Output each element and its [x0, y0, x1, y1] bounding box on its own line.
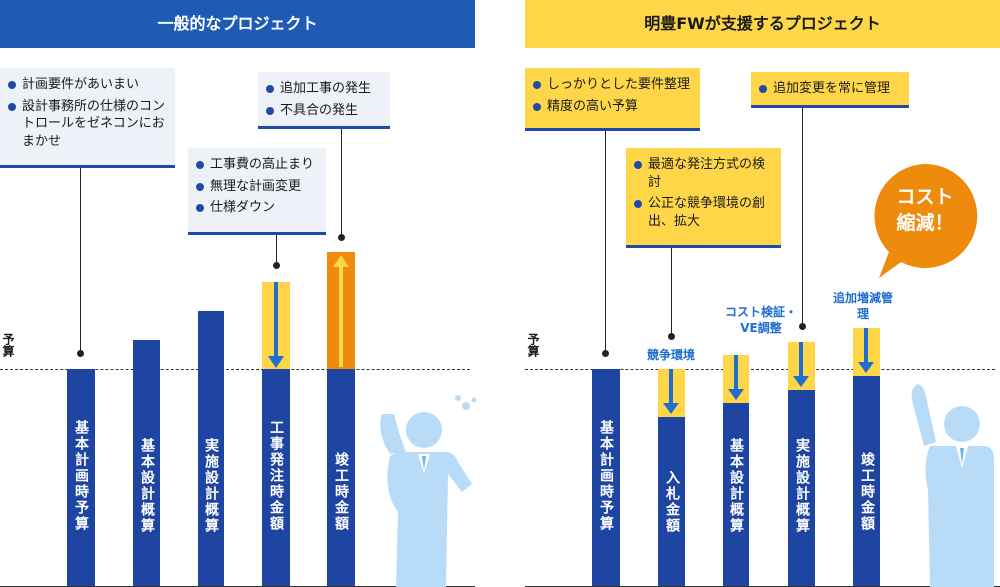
right-bar-4: [788, 390, 815, 587]
left-bar-3-label: 実施設計概算: [203, 438, 219, 534]
left-budget-line: [0, 369, 470, 370]
left-note-1-item: 設計事務所の仕様のコントロールをゼネコンにおまかせ: [8, 98, 167, 151]
left-note-2-item: 無理な計画変更: [196, 178, 318, 196]
cost-reduction-bubble: [874, 163, 978, 278]
left-leader-1: [80, 168, 81, 354]
left-note-1: 計画要件があいまい 設計事務所の仕様のコントロールをゼネコンにおまかせ: [0, 68, 175, 168]
left-bar-5: [327, 369, 355, 587]
right-bar-2-label: 入札金額: [664, 470, 680, 534]
right-bar-2-arrowhead: [663, 403, 679, 414]
left-leader-2-dot: [273, 262, 280, 269]
left-panel: 一般的なプロジェクト 予算 計画要件があいまい 設計事務所の仕様のコントロールを…: [0, 0, 477, 587]
cheering-person-illustration: [911, 384, 994, 587]
left-bar-3: [198, 311, 224, 587]
left-budget-label: 予算: [1, 333, 15, 357]
right-leader-3: [802, 108, 803, 326]
left-bar-2: [133, 340, 160, 587]
left-bar-4-arrow: [274, 282, 278, 358]
right-bar-5: [853, 376, 880, 587]
right-note-2-item: 公正な競争環境の創出、拡大: [634, 195, 773, 230]
left-bar-5-label: 竣工時金額: [333, 452, 349, 532]
right-note-3-item: 追加変更を常に管理: [759, 80, 901, 98]
right-budget-line: [525, 369, 995, 370]
right-leader-2: [671, 248, 672, 336]
right-bar-2: [658, 417, 685, 587]
right-bar-5-arrowhead: [858, 362, 874, 373]
right-callout-change-mgmt: 追加増減管理: [833, 291, 894, 321]
left-leader-1-dot: [77, 350, 84, 357]
right-budget-label: 予算: [526, 333, 540, 357]
worried-person-illustration: [380, 395, 477, 587]
right-note-1: しっかりとした要件整理 精度の高い予算: [525, 68, 700, 131]
right-bar-2-arrow: [669, 369, 673, 405]
left-bar-2-label: 基本設計概算: [139, 438, 155, 534]
right-bar-4-label: 実施設計概算: [794, 438, 810, 534]
right-bar-5-label: 竣工時金額: [859, 452, 875, 532]
bubble-line-2: 縮減！: [896, 211, 954, 234]
left-note-2-item: 工事費の高止まり: [196, 156, 318, 174]
right-leader-1-dot: [602, 350, 609, 357]
right-note-2: 最適な発注方式の検討 公正な競争環境の創出、拡大: [626, 148, 781, 248]
left-note-3-item: 不具合の発生: [266, 102, 382, 120]
left-leader-3-dot: [338, 234, 345, 241]
left-bar-1: [67, 369, 95, 587]
right-header: 明豊FWが支援するプロジェクト: [525, 0, 1000, 48]
left-leader-2: [276, 235, 277, 265]
right-bar-1-label: 基本計画時予算: [598, 420, 614, 532]
left-bar-4-label: 工事発注時金額: [268, 420, 284, 532]
cost-reduction-bubble-text: コスト 縮減！: [875, 185, 975, 236]
left-bar-1-label: 基本計画時予算: [73, 420, 89, 532]
right-note-1-item: 精度の高い予算: [533, 98, 692, 116]
right-bar-3-label: 基本設計概算: [728, 438, 744, 534]
right-leader-1: [605, 131, 606, 354]
left-note-2-item: 仕様ダウン: [196, 199, 318, 217]
right-bar-3-arrow: [734, 355, 738, 391]
left-bar-4: [262, 369, 290, 587]
left-bar-5-arrowhead: [333, 255, 349, 267]
right-bar-1: [592, 369, 620, 587]
left-header: 一般的なプロジェクト: [0, 0, 475, 48]
left-note-1-item: 計画要件があいまい: [8, 76, 167, 94]
left-note-3-item: 追加工事の発生: [266, 80, 382, 98]
right-note-1-item: しっかりとした要件整理: [533, 76, 692, 94]
right-panel: 明豊FWが支援するプロジェクト 予算 しっかりとした要件整理 精度の高い予算 最…: [525, 0, 1000, 587]
right-note-3: 追加変更を常に管理: [751, 72, 909, 108]
right-bar-3: [723, 403, 749, 587]
left-leader-3: [341, 129, 342, 237]
right-bar-5-arrow: [864, 328, 868, 364]
right-note-2-item: 最適な発注方式の検討: [634, 156, 773, 191]
right-bar-4-arrow: [799, 342, 803, 378]
right-bar-4-arrowhead: [793, 376, 809, 387]
left-bar-5-arrow: [339, 265, 343, 367]
left-note-3: 追加工事の発生 不具合の発生: [258, 72, 390, 129]
left-note-2: 工事費の高止まり 無理な計画変更 仕様ダウン: [188, 148, 326, 235]
right-leader-3-dot: [799, 323, 806, 330]
left-bar-4-arrowhead: [268, 356, 284, 368]
right-leader-2-dot: [668, 333, 675, 340]
right-bar-3-arrowhead: [728, 389, 744, 400]
right-callout-ve: コスト検証・VE調整: [724, 305, 797, 335]
bubble-line-1: コスト: [896, 186, 954, 208]
right-callout-competition: 競争環境: [646, 348, 695, 362]
